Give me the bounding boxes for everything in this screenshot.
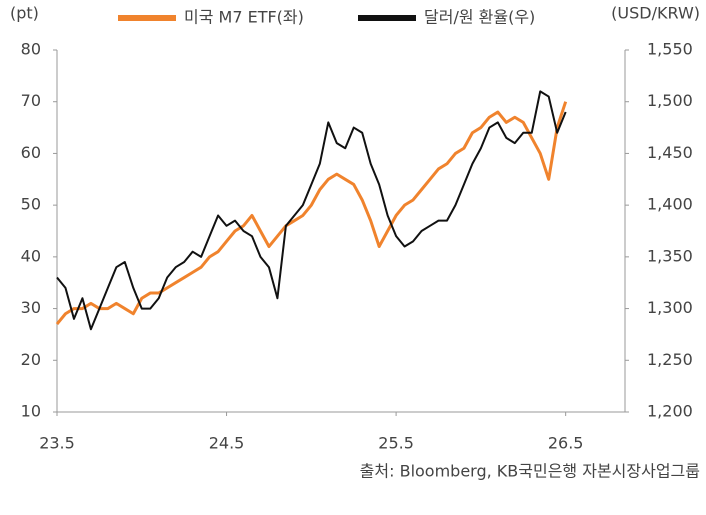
y2-axis-label: (USD/KRW): [611, 4, 700, 23]
y2-tick-label: 1,250: [647, 350, 693, 369]
x-tick-label: 25.5: [378, 434, 414, 453]
legend-label: 달러/원 환율(우): [424, 8, 535, 27]
y2-tick-label: 1,550: [647, 40, 693, 59]
y-axis-label: (pt): [10, 4, 39, 23]
y2-tick-label: 1,450: [647, 143, 693, 162]
y-tick-label: 20: [21, 350, 41, 369]
y-tick-label: 70: [21, 91, 41, 110]
y-tick-label: 40: [21, 246, 41, 265]
y2-tick-label: 1,200: [647, 402, 693, 421]
source: 출처: Bloomberg, KB국민은행 자본시장사업그룹: [360, 462, 700, 481]
y2-tick-label: 1,500: [647, 91, 693, 110]
x-tick-label: 23.5: [39, 434, 75, 453]
x-tick-label: 26.5: [548, 434, 584, 453]
series-line: [55, 101, 568, 326]
y-tick-label: 80: [21, 40, 41, 59]
y2-tick-label: 1,400: [647, 195, 693, 214]
y-tick-label: 10: [21, 402, 41, 421]
y-tick-label: 60: [21, 143, 41, 162]
series-line: [56, 90, 567, 331]
y-tick-label: 30: [21, 298, 41, 317]
y2-tick-label: 1,350: [647, 246, 693, 265]
y-tick-label: 50: [21, 195, 41, 214]
legend-label: 미국 M7 ETF(좌): [184, 8, 304, 27]
x-tick-label: 24.5: [209, 434, 245, 453]
y2-tick-label: 1,300: [647, 298, 693, 317]
